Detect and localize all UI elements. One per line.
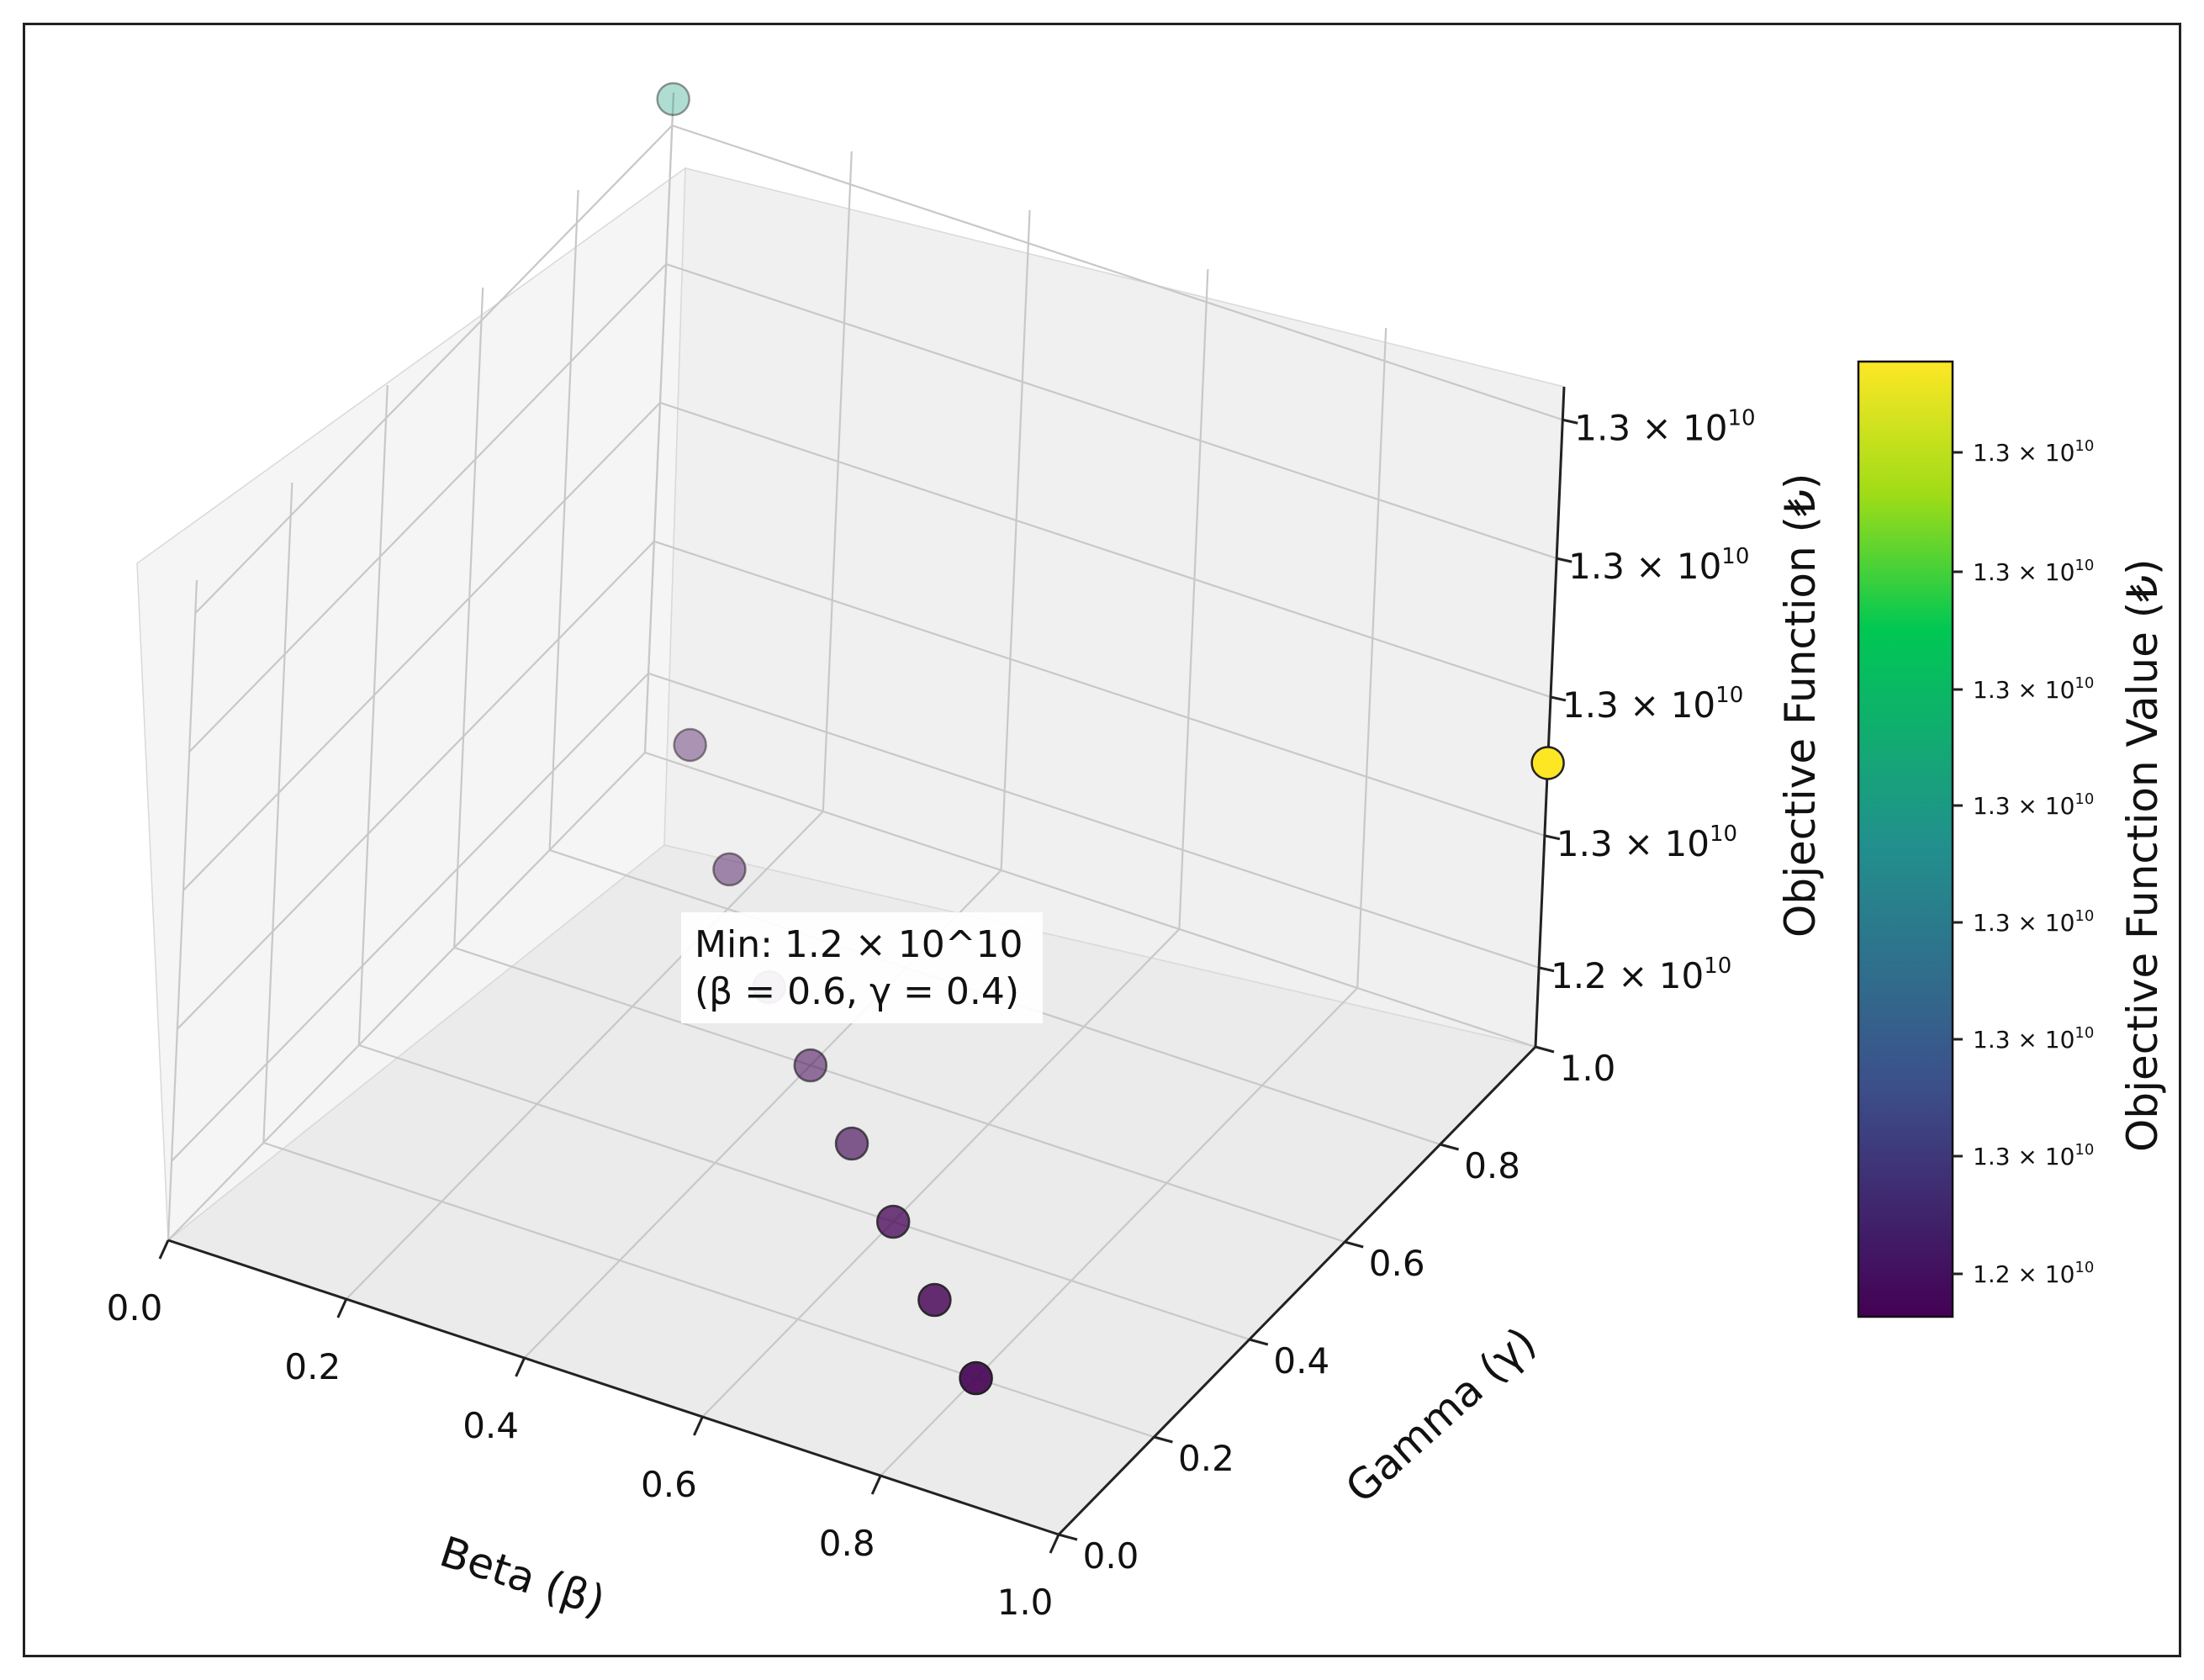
colorbar-tick-label: 1.3 × 1010 — [1973, 437, 2094, 467]
grid-line — [188, 263, 667, 753]
z-tick-mark — [1562, 418, 1578, 425]
grid-line — [182, 402, 661, 891]
grid-line — [166, 579, 198, 1241]
gamma-tick-mark — [1535, 1045, 1555, 1054]
grid-line — [1000, 209, 1031, 871]
beta-tick-label: 0.4 — [462, 1405, 519, 1446]
grid-line — [346, 811, 824, 1300]
grid-line — [548, 189, 579, 851]
gamma-tick-mark — [1249, 1338, 1269, 1346]
beta-tick-label: 1.0 — [997, 1582, 1054, 1623]
colorbar-tick-label: 1.2 × 1010 — [1973, 1259, 2094, 1288]
scatter-point — [1530, 746, 1565, 780]
z-axis-line — [1534, 386, 1566, 1048]
colorbar-tick-label: 1.3 × 1010 — [1973, 907, 2094, 937]
gamma-tick-label: 1.0 — [1560, 1048, 1616, 1089]
gamma-tick-label: 0.4 — [1273, 1340, 1329, 1382]
grid-line — [647, 672, 1540, 969]
gamma-tick-label: 0.0 — [1083, 1535, 1139, 1577]
z-ticks: 1.2 × 1010 1.3 × 1010 1.3 × 1010 1.3 × 1010… — [1538, 405, 1756, 996]
beta-tick-label: 0.0 — [107, 1287, 163, 1329]
colorbar-tick-label: 1.3 × 1010 — [1973, 1141, 2094, 1170]
min-annotation: Min: 1.2 × 10^10 (β = 0.6, γ = 0.4) — [681, 912, 1043, 1023]
z-tick-mark — [1550, 695, 1567, 702]
grid-line — [357, 384, 388, 1046]
beta-tick-label: 0.2 — [284, 1346, 341, 1387]
beta-tick-mark — [870, 1475, 882, 1495]
beta-axis-line — [167, 1239, 1060, 1536]
z-tick-label: 1.3 × 1010 — [1568, 544, 1749, 587]
grid-line — [1356, 327, 1387, 989]
z-tick-mark — [1544, 834, 1561, 841]
colorbar-tick-label: 1.3 × 1010 — [1973, 790, 2094, 820]
grid-line — [643, 92, 675, 753]
grid-line — [880, 987, 1358, 1477]
grid-line — [701, 928, 1181, 1418]
scatter-point — [834, 1126, 869, 1161]
beta-tick-mark — [158, 1239, 170, 1260]
scatter-point — [793, 1048, 828, 1083]
scatter-point — [656, 82, 690, 117]
grid-line — [453, 287, 484, 948]
scatter-point — [712, 852, 747, 887]
gamma-axis-line — [1057, 1045, 1537, 1536]
grid-line — [653, 540, 1546, 837]
colorbar-ticks: 1.2 × 1010 1.3 × 1010 1.3 × 1010 1.3 × 1010… — [1953, 437, 2094, 1288]
annotation-line-1: Min: 1.2 × 10^10 — [695, 923, 1023, 966]
gamma-tick-mark — [1440, 1143, 1459, 1151]
scatter-points — [656, 82, 1565, 1396]
beta-tick-mark — [693, 1416, 704, 1436]
gamma-tick-label: 0.2 — [1178, 1438, 1234, 1479]
grid-line — [665, 263, 1557, 560]
grid-line — [263, 1141, 1155, 1439]
colorbar-label: Objective Function Value (₺) — [2118, 558, 2167, 1152]
colorbar-tick-label: 1.3 × 1010 — [1973, 1024, 2094, 1054]
grid-line — [194, 124, 674, 615]
gamma-tick-mark — [1154, 1435, 1173, 1444]
grid-line — [822, 151, 853, 812]
grid-line — [1178, 268, 1209, 930]
beta-tick-mark — [1049, 1534, 1060, 1554]
beta-ticks: 0.0 0.2 0.4 0.6 0.8 1.0 — [107, 1239, 1060, 1623]
colorbar-tick-label: 1.3 × 1010 — [1973, 674, 2094, 704]
z-tick-label: 1.3 × 1010 — [1574, 405, 1755, 448]
gamma-ticks: 0.0 0.2 0.4 0.6 0.8 1.0 — [1058, 1045, 1616, 1577]
z-tick-label: 1.3 × 1010 — [1562, 683, 1743, 726]
colorbar-tick-label: 1.3 × 1010 — [1973, 557, 2094, 586]
beta-axis-label: Beta (β) — [434, 1527, 610, 1626]
scatter-point — [917, 1282, 952, 1318]
annotation-line-2: (β = 0.6, γ = 0.4) — [695, 970, 1019, 1013]
beta-tick-mark — [336, 1298, 348, 1318]
grid-line — [644, 751, 1536, 1049]
scatter-point — [875, 1204, 911, 1239]
z-axis-label: Objective Function (₺) — [1776, 473, 1825, 938]
colorbar — [1857, 360, 1954, 1318]
grid-line — [171, 673, 649, 1162]
z-tick-label: 1.3 × 1010 — [1557, 822, 1737, 864]
z-tick-label: 1.2 × 1010 — [1551, 954, 1731, 996]
beta-tick-label: 0.6 — [641, 1464, 697, 1505]
gamma-tick-mark — [1058, 1533, 1078, 1541]
z-tick-mark — [1556, 557, 1572, 563]
grid-line — [671, 124, 1563, 421]
scatter-point — [959, 1360, 993, 1396]
grid-line — [358, 1043, 1250, 1341]
grid-line — [167, 752, 646, 1241]
gamma-tick-label: 0.8 — [1464, 1145, 1520, 1186]
grid-line — [659, 401, 1551, 698]
grid-line — [177, 541, 655, 1030]
beta-tick-label: 0.8 — [819, 1523, 875, 1564]
beta-tick-mark — [515, 1357, 526, 1377]
grid-line — [453, 946, 1345, 1244]
grid-line — [262, 482, 293, 1144]
gamma-axis-label: Gamma (γ) — [1336, 1318, 1545, 1513]
scatter-point — [673, 727, 707, 763]
gamma-tick-label: 0.6 — [1369, 1243, 1425, 1284]
z-tick-mark — [1538, 966, 1555, 973]
gamma-tick-mark — [1344, 1240, 1364, 1249]
